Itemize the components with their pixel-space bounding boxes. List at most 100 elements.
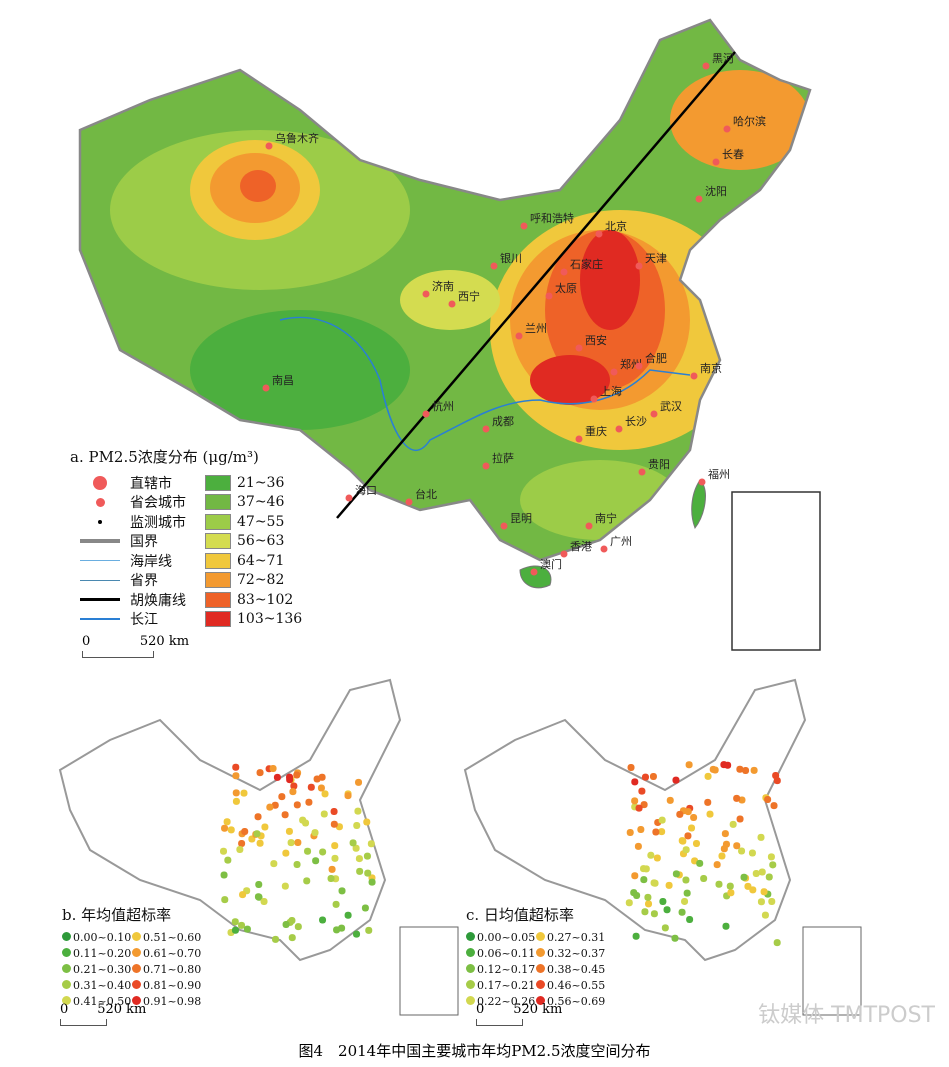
city-marker: [575, 435, 583, 443]
city-label: 台北: [415, 487, 437, 501]
legend-class-item: 0.31~0.40: [62, 979, 132, 995]
city-rate-marker: [768, 898, 776, 906]
legend-symbol-icon: [70, 579, 130, 581]
city-rate-marker: [365, 926, 373, 934]
city-rate-marker: [704, 772, 712, 780]
city-rate-marker: [294, 838, 302, 846]
city-rate-marker: [640, 876, 648, 884]
legend-symbol-item: 直辖市: [70, 473, 205, 493]
map-b-legend: b. 年均值超标率 0.00~0.10 0.11~0.20 0.21~0.30 0.3…: [62, 904, 202, 1011]
legend-symbol-icon: [70, 539, 130, 544]
city-rate-marker: [227, 826, 235, 834]
city-rate-marker: [363, 818, 371, 826]
scale-zero: 0: [82, 634, 91, 649]
city-label: 拉萨: [492, 451, 514, 465]
city-rate-marker: [676, 810, 684, 818]
city-label: 石家庄: [570, 257, 603, 271]
city-rate-marker: [641, 773, 649, 781]
city-rate-marker: [305, 798, 313, 806]
city-rate-marker: [293, 860, 301, 868]
city-rate-marker: [722, 840, 730, 848]
city-rate-marker: [758, 868, 766, 876]
city-rate-marker: [665, 881, 673, 889]
legend-dot: [62, 948, 71, 957]
legend-class-item: 0.81~0.90: [132, 979, 202, 995]
city-rate-marker: [684, 832, 692, 840]
city-rate-marker: [266, 803, 274, 811]
city-rate-marker: [304, 847, 312, 855]
city-rate-marker: [750, 766, 758, 774]
city-rate-marker: [236, 846, 244, 854]
city-rate-marker: [254, 813, 262, 821]
city-rate-marker: [282, 849, 290, 857]
legend-dot: [132, 980, 141, 989]
city-rate-marker: [726, 882, 734, 890]
legend-symbol-item: 省界: [70, 571, 205, 591]
legend-symbol-item: 省会城市: [70, 493, 205, 513]
city-rate-marker: [715, 880, 723, 888]
legend-class-item: 0.11~0.20: [62, 947, 132, 963]
city-rate-marker: [681, 897, 689, 905]
city-rate-marker: [344, 792, 352, 800]
legend-class-item: 103~136: [205, 610, 302, 630]
city-rate-marker: [650, 910, 658, 918]
city-rate-marker: [736, 765, 744, 773]
city-label: 沈阳: [705, 184, 727, 198]
city-rate-marker: [682, 876, 690, 884]
city-label: 福州: [708, 467, 730, 481]
city-rate-marker: [627, 763, 635, 771]
city-rate-marker: [328, 865, 336, 873]
legend-class-item: 0.56~0.69: [536, 995, 606, 1011]
city-rate-marker: [313, 775, 321, 783]
city-rate-marker: [666, 796, 674, 804]
city-rate-marker: [709, 765, 717, 773]
city-rate-marker: [724, 761, 732, 769]
city-rate-marker: [356, 867, 364, 875]
legend-swatch: [205, 611, 231, 628]
city-rate-marker: [287, 839, 295, 847]
city-rate-marker: [260, 897, 268, 905]
city-rate-marker: [319, 848, 327, 856]
city-rate-marker: [231, 926, 239, 934]
city-label: 银川: [500, 251, 522, 265]
legend-symbol-label: 直辖市: [130, 475, 172, 492]
legend-swatch: [205, 513, 231, 530]
city-rate-marker: [679, 837, 687, 845]
legend-range: 0.46~0.55: [547, 979, 606, 992]
city-label: 海口: [355, 483, 377, 497]
city-label: 香港: [570, 540, 592, 553]
city-rate-marker: [722, 922, 730, 930]
legend-range: 0.51~0.60: [143, 931, 202, 944]
city-rate-marker: [331, 854, 339, 862]
city-rate-marker: [331, 842, 339, 850]
city-rate-marker: [631, 797, 639, 805]
city-rate-marker: [330, 808, 338, 816]
legend-dot: [466, 964, 475, 973]
legend-dot: [62, 996, 71, 1005]
city-rate-marker: [232, 797, 240, 805]
city-marker: [500, 522, 508, 530]
legend-range: 0.22~0.26: [477, 995, 536, 1008]
legend-range: 21~36: [237, 474, 285, 491]
city-rate-marker: [764, 795, 772, 803]
city-rate-marker: [633, 891, 641, 899]
map-c-title: c. 日均值超标率: [466, 906, 574, 924]
city-rate-marker: [752, 869, 760, 877]
city-rate-marker: [278, 793, 286, 801]
city-rate-marker: [644, 893, 652, 901]
legend-class-item: 56~63: [205, 532, 302, 552]
city-marker: [635, 262, 643, 270]
city-marker: [695, 195, 703, 203]
legend-class-item: 0.41~0.50: [62, 995, 132, 1011]
map-c-city-markers: [625, 761, 781, 947]
city-label: 澳门: [540, 557, 562, 571]
map-a-scale: 0 520 km: [82, 634, 189, 658]
city-rate-marker: [321, 790, 329, 798]
legend-swatch: [205, 474, 231, 491]
legend-range: 0.00~0.10: [73, 931, 132, 944]
city-rate-marker: [704, 798, 712, 806]
legend-dot: [132, 948, 141, 957]
city-marker: [515, 332, 523, 340]
scale-distance: 520 km: [513, 1002, 563, 1017]
city-label: 太原: [555, 282, 577, 295]
